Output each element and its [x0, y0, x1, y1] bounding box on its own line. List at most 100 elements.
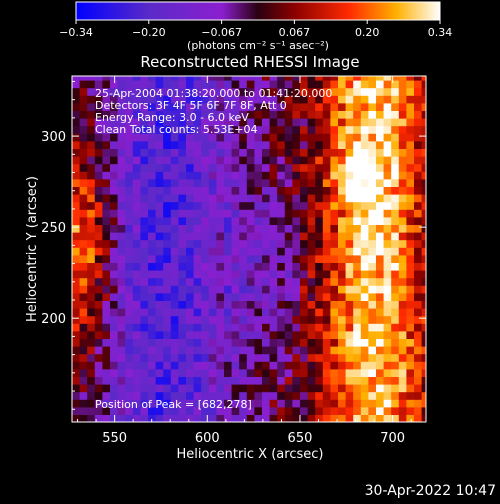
heatmap-cell — [155, 315, 164, 324]
heatmap-cell — [186, 338, 195, 347]
heatmap-cell — [307, 368, 316, 377]
heatmap-cell — [216, 254, 225, 263]
heatmap-cell — [292, 178, 301, 187]
heatmap-cell — [300, 186, 309, 195]
heatmap-cell — [277, 338, 286, 347]
heatmap-cell — [292, 186, 301, 195]
heatmap-cell — [292, 262, 301, 271]
heatmap-cell — [148, 254, 157, 263]
heatmap-cell — [292, 239, 301, 248]
heatmap-cell — [94, 300, 103, 309]
heatmap-cell — [163, 406, 172, 415]
heatmap-cell — [414, 414, 423, 422]
heatmap-cell — [231, 201, 240, 210]
heatmap-cell — [376, 178, 385, 187]
heatmap-cell — [94, 80, 103, 89]
heatmap-cell — [102, 376, 111, 385]
heatmap-cell — [163, 368, 172, 377]
heatmap-cell — [110, 232, 119, 241]
heatmap-cell — [201, 300, 210, 309]
heatmap-cell — [414, 330, 423, 339]
heatmap-cell — [338, 338, 347, 347]
heatmap-cell — [254, 330, 263, 339]
heatmap-cell — [186, 194, 195, 203]
heatmap-cell — [170, 110, 179, 119]
heatmap-cell — [193, 376, 202, 385]
heatmap-cell — [254, 95, 263, 104]
heatmap-cell — [262, 76, 271, 81]
heatmap-cell — [94, 171, 103, 180]
heatmap-cell — [391, 292, 400, 301]
heatmap-cell — [186, 247, 195, 256]
heatmap-cell — [94, 125, 103, 134]
heatmap-cell — [155, 399, 164, 408]
heatmap-cell — [87, 201, 96, 210]
heatmap-cell — [345, 87, 354, 96]
heatmap-cell — [353, 277, 362, 286]
heatmap-cell — [368, 140, 377, 149]
heatmap-cell — [322, 80, 331, 89]
heatmap-cell — [79, 308, 88, 317]
heatmap-cell — [338, 323, 347, 332]
heatmap-cell — [231, 285, 240, 294]
heatmap-cell — [125, 87, 134, 96]
heatmap-cell — [102, 186, 111, 195]
heatmap-cell — [239, 406, 248, 415]
heatmap-cell — [170, 353, 179, 362]
heatmap-cell — [117, 270, 126, 279]
heatmap-cell — [262, 194, 271, 203]
heatmap-cell — [277, 80, 286, 89]
heatmap-cell — [231, 346, 240, 355]
heatmap-cell — [406, 156, 415, 165]
heatmap-cell — [322, 102, 331, 111]
heatmap-cell — [300, 148, 309, 157]
heatmap-cell — [368, 110, 377, 119]
heatmap-cell — [338, 118, 347, 127]
heatmap-cell — [376, 406, 385, 415]
heatmap-cell — [353, 414, 362, 422]
heatmap-cell — [300, 209, 309, 218]
heatmap-cell — [239, 323, 248, 332]
heatmap-cell — [148, 414, 157, 422]
heatmap-cell — [117, 239, 126, 248]
heatmap-cell — [155, 87, 164, 96]
heatmap-cell — [186, 300, 195, 309]
heatmap-cell — [148, 209, 157, 218]
heatmap-cell — [307, 376, 316, 385]
heatmap-cell — [186, 254, 195, 263]
heatmap-cell — [132, 270, 141, 279]
colorbar-unit-label: (photons cm⁻² s⁻¹ asec⁻²) — [187, 39, 329, 52]
heatmap-cell — [132, 315, 141, 324]
heatmap-cell — [368, 384, 377, 393]
heatmap-cell — [269, 414, 278, 422]
heatmap-cell — [163, 361, 172, 370]
heatmap-cell — [94, 376, 103, 385]
heatmap-cell — [368, 186, 377, 195]
heatmap-cell — [117, 262, 126, 271]
heatmap-cell — [117, 315, 126, 324]
heatmap-cell — [178, 110, 187, 119]
heatmap-cell — [246, 148, 255, 157]
heatmap-cell — [292, 140, 301, 149]
heatmap-cell — [414, 209, 423, 218]
heatmap-cell — [414, 95, 423, 104]
heatmap-cell — [163, 270, 172, 279]
heatmap-cell — [315, 254, 324, 263]
heatmap-cell — [421, 308, 426, 317]
heatmap-cell — [307, 216, 316, 225]
heatmap-cell — [383, 376, 392, 385]
heatmap-cell — [421, 277, 426, 286]
heatmap-cell — [284, 194, 293, 203]
heatmap-cell — [224, 171, 233, 180]
heatmap-cell — [239, 353, 248, 362]
heatmap-cell — [353, 368, 362, 377]
heatmap-cell — [148, 110, 157, 119]
heatmap-cell — [398, 399, 407, 408]
heatmap-cell — [353, 292, 362, 301]
heatmap-cell — [94, 384, 103, 393]
heatmap-cell — [94, 285, 103, 294]
heatmap-cell — [315, 110, 324, 119]
heatmap-cell — [262, 216, 271, 225]
heatmap-cell — [277, 186, 286, 195]
heatmap-cell — [87, 292, 96, 301]
